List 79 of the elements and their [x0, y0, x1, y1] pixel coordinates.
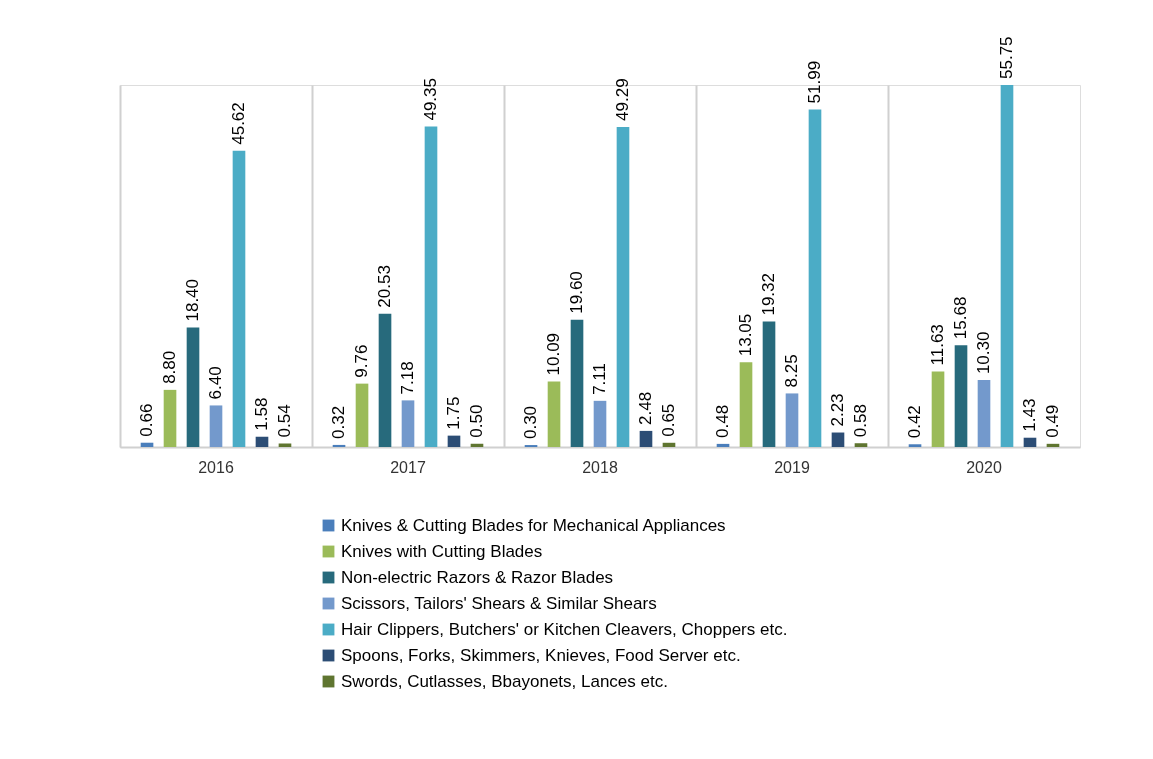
data-label: 19.32: [759, 273, 779, 316]
bar: [278, 443, 292, 447]
bar: [808, 109, 822, 447]
bar: [547, 381, 561, 447]
bar: [378, 313, 392, 447]
data-label: 0.42: [905, 405, 925, 439]
data-label: 0.32: [329, 405, 349, 439]
data-label: 1.75: [443, 396, 463, 430]
data-label: 15.68: [951, 296, 971, 340]
data-label: 0.48: [713, 404, 733, 438]
bar: [1023, 437, 1037, 447]
data-label: 0.49: [1042, 404, 1062, 438]
data-label: 45.62: [228, 102, 248, 145]
legend-label: Hair Clippers, Butchers' or Kitchen Cleavers, Choppers etc.: [341, 619, 788, 639]
bar: [570, 319, 584, 447]
bar: [447, 435, 461, 447]
bar: [401, 400, 415, 447]
data-label: 0.58: [850, 404, 870, 438]
bar: [332, 444, 346, 447]
data-label: 10.30: [974, 331, 993, 375]
data-label: 6.40: [206, 366, 225, 400]
bar: [232, 150, 246, 447]
data-label: 0.66: [137, 403, 157, 437]
data-label: 0.54: [274, 404, 294, 438]
legend-label: Non-electric Razors & Razor Blades: [341, 567, 614, 587]
x-tick-label: 2018: [582, 458, 618, 476]
bar: [1046, 443, 1060, 447]
data-label: 9.76: [352, 344, 372, 378]
bar: [209, 405, 223, 447]
data-label: 2.48: [635, 391, 655, 425]
bar: [908, 444, 922, 447]
data-label: 11.63: [928, 324, 948, 366]
bar: [785, 393, 799, 447]
bar: [931, 371, 945, 447]
bar: [716, 443, 730, 447]
data-label: 13.05: [736, 313, 756, 357]
data-label: 55.75: [996, 36, 1016, 79]
data-label: 8.25: [782, 354, 801, 388]
x-tick-label: 2020: [966, 458, 1002, 476]
bar: [616, 126, 630, 447]
bar: [163, 389, 177, 447]
legend-label: Spoons, Forks, Skimmers, Knieves, Food Server etc.: [341, 645, 741, 665]
data-label: 0.50: [466, 404, 486, 438]
data-label: 7.18: [398, 361, 417, 395]
legend-label: Knives & Cutting Blades for Mechanical Appliances: [341, 515, 726, 535]
data-label: 19.60: [567, 271, 587, 314]
data-label: 10.09: [544, 332, 564, 376]
bar: [739, 362, 753, 447]
bar: [593, 400, 607, 447]
bar: [424, 126, 438, 447]
bar: [355, 383, 369, 447]
bar: [977, 380, 991, 447]
data-label: 8.80: [160, 350, 180, 384]
data-label: 0.65: [658, 403, 678, 437]
bar: [831, 432, 845, 447]
x-tick-label: 2016: [198, 458, 234, 476]
data-label: 18.40: [183, 278, 203, 322]
legend-label: Knives with Cutting Blades: [341, 541, 543, 561]
data-label: 49.35: [420, 78, 440, 121]
legend-label: Scissors, Tailors' Shears & Similar Shears: [341, 593, 657, 613]
legend-label: Swords, Cutlasses, Bbayonets, Lances etc.: [341, 671, 668, 691]
x-tick-label: 2019: [774, 458, 810, 476]
bar: [762, 321, 776, 447]
bar: [662, 442, 676, 447]
x-tick-label: 2017: [390, 458, 426, 476]
data-label: 0.30: [521, 405, 541, 440]
data-label: 49.29: [612, 78, 632, 121]
bar: [854, 443, 868, 447]
bar: [255, 436, 269, 447]
data-label: 1.58: [251, 397, 271, 431]
data-label: 1.43: [1019, 398, 1039, 432]
bar: [1000, 85, 1014, 447]
data-label: 51.99: [804, 60, 824, 104]
data-label: 20.53: [375, 265, 395, 308]
data-label: 7.11: [590, 363, 609, 395]
bar: [954, 345, 968, 447]
data-label: 2.23: [827, 393, 847, 427]
bar: [639, 430, 653, 447]
bar: [186, 327, 200, 447]
